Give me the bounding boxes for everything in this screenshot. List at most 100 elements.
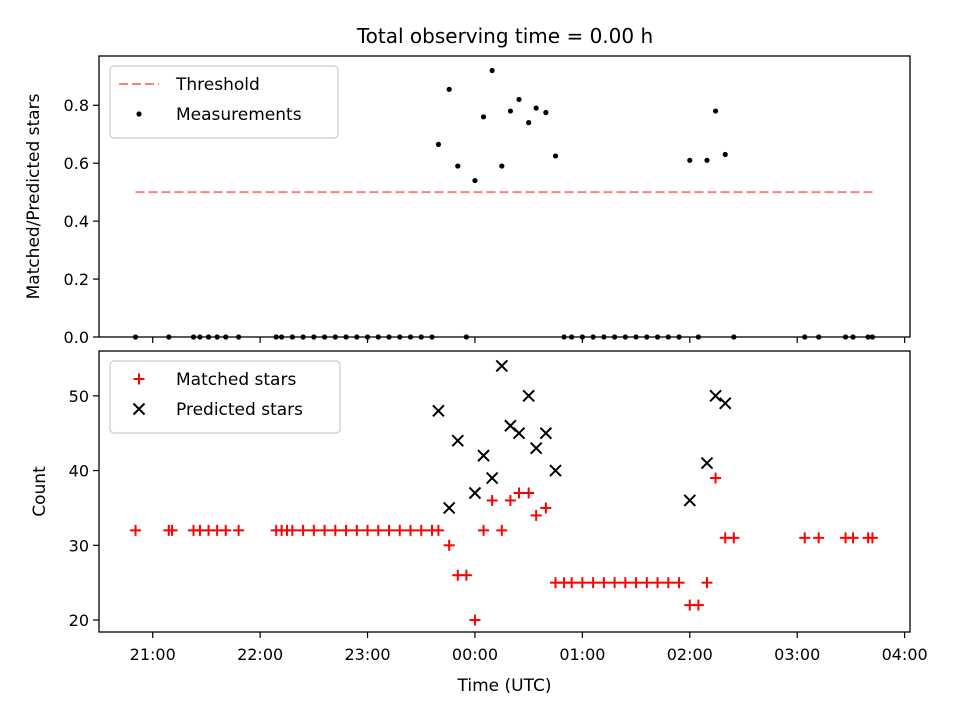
marker-stroke <box>549 464 562 477</box>
x-tick-label: 02:00 <box>667 645 713 664</box>
predicted-star-marker <box>522 389 535 403</box>
matched-star-marker <box>405 524 417 536</box>
matched-star-marker <box>513 487 525 499</box>
y-tick-label: 50 <box>69 387 89 406</box>
matched-star-marker <box>576 577 588 589</box>
matched-star-marker <box>432 524 444 536</box>
matched-star-marker <box>329 524 341 536</box>
measurement-point <box>435 141 442 147</box>
matched-star-marker <box>866 532 878 544</box>
matched-star-marker <box>394 524 406 536</box>
y-tick-label: 20 <box>69 611 89 630</box>
plot-frame <box>98 55 911 338</box>
legend-box <box>109 65 339 139</box>
marker-stroke <box>468 486 482 500</box>
predicted-star-marker <box>512 427 526 440</box>
matched-star-marker <box>619 577 631 589</box>
matched-star-marker <box>710 472 722 484</box>
matched-star-marker <box>297 524 309 536</box>
measurement-point <box>446 86 452 92</box>
matched-star-marker <box>598 577 610 589</box>
matched-star-marker <box>486 494 498 506</box>
predicted-star-marker <box>529 441 543 455</box>
y-tick-label: 0.2 <box>64 270 89 289</box>
legend-box <box>109 360 341 434</box>
measurement-point <box>499 163 505 169</box>
measurement-point <box>526 120 532 126</box>
measurement-point <box>687 157 693 163</box>
matched-star-marker <box>415 524 427 536</box>
predicted-star-marker <box>495 359 509 373</box>
predicted-star-marker <box>700 456 714 470</box>
predicted-star-marker <box>442 501 456 515</box>
legend-label: Threshold <box>175 75 260 95</box>
x-tick-label: 00:00 <box>452 645 498 664</box>
matched-star-marker <box>308 524 320 536</box>
measurement-point <box>704 157 710 163</box>
marker-stroke <box>504 419 517 432</box>
measurement-point <box>533 105 539 111</box>
x-tick-label: 01:00 <box>559 645 605 664</box>
marker-stroke <box>442 501 456 515</box>
matched-star-marker <box>673 577 685 589</box>
legend-label: Measurements <box>176 105 302 125</box>
legend-predicted-handle <box>132 402 146 416</box>
legend-matched-handle <box>133 373 145 385</box>
measurement-point <box>543 109 549 116</box>
predicted-star-marker <box>539 427 553 440</box>
legend: Matched stars Predicted stars <box>109 360 341 434</box>
y-tick-label: 0.6 <box>64 154 89 173</box>
x-tick-label: 22:00 <box>237 645 283 664</box>
matched-star-marker <box>220 524 232 536</box>
matched-star-marker <box>362 524 374 536</box>
matched-star-marker <box>130 524 142 536</box>
matched-star-marker <box>372 524 384 536</box>
matched-star-marker <box>652 577 664 589</box>
x-tick-label: 03:00 <box>774 645 820 664</box>
y-tick-label: 40 <box>69 462 89 481</box>
legend: Threshold Measurements <box>109 65 339 139</box>
y-axis-label: Matched/Predicted stars <box>24 93 44 299</box>
y-tick-label: 0.8 <box>64 96 89 115</box>
predicted-star-marker <box>683 494 697 507</box>
x-tick-label: 21:00 <box>130 645 176 664</box>
y-tick-label: 0.4 <box>64 212 89 231</box>
marker-stroke <box>432 404 445 417</box>
marker-stroke <box>485 471 499 485</box>
measurement-point <box>552 153 559 159</box>
marker-stroke <box>683 494 697 507</box>
predicted-star-marker <box>709 389 722 403</box>
matched-star-marker <box>340 524 352 536</box>
matched-star-marker <box>799 532 811 544</box>
matched-star-marker <box>813 532 825 544</box>
marker-stroke <box>512 427 526 440</box>
predicted-star-marker <box>549 464 562 477</box>
matched-star-marker <box>478 524 490 536</box>
measurement-point <box>455 163 461 169</box>
matched-star-marker <box>641 577 653 589</box>
legend-label: Predicted stars <box>176 400 303 420</box>
matched-star-marker <box>530 509 542 521</box>
matched-star-marker <box>662 577 674 589</box>
matched-star-marker <box>496 524 508 536</box>
matched-star-marker <box>540 502 552 514</box>
matched-star-marker <box>504 494 516 506</box>
plot-frame <box>98 350 911 633</box>
marker-stroke <box>529 441 543 455</box>
matched-star-marker <box>701 577 713 589</box>
matched-star-marker <box>233 524 245 536</box>
matched-star-marker <box>523 487 535 499</box>
y-tick-label: 0.0 <box>64 328 89 347</box>
matched-star-marker <box>587 577 599 589</box>
x-axis-label: Time (UTC) <box>457 676 552 696</box>
measurement-point <box>712 108 719 114</box>
marker-stroke <box>719 397 732 410</box>
measurement-point <box>516 96 522 103</box>
marker-stroke <box>132 402 146 416</box>
measurement-point <box>722 151 728 158</box>
matched-star-marker <box>630 577 642 589</box>
matched-star-marker <box>566 577 578 589</box>
figure-title: Total observing time = 0.00 h <box>356 24 653 48</box>
marker-stroke <box>495 359 509 373</box>
